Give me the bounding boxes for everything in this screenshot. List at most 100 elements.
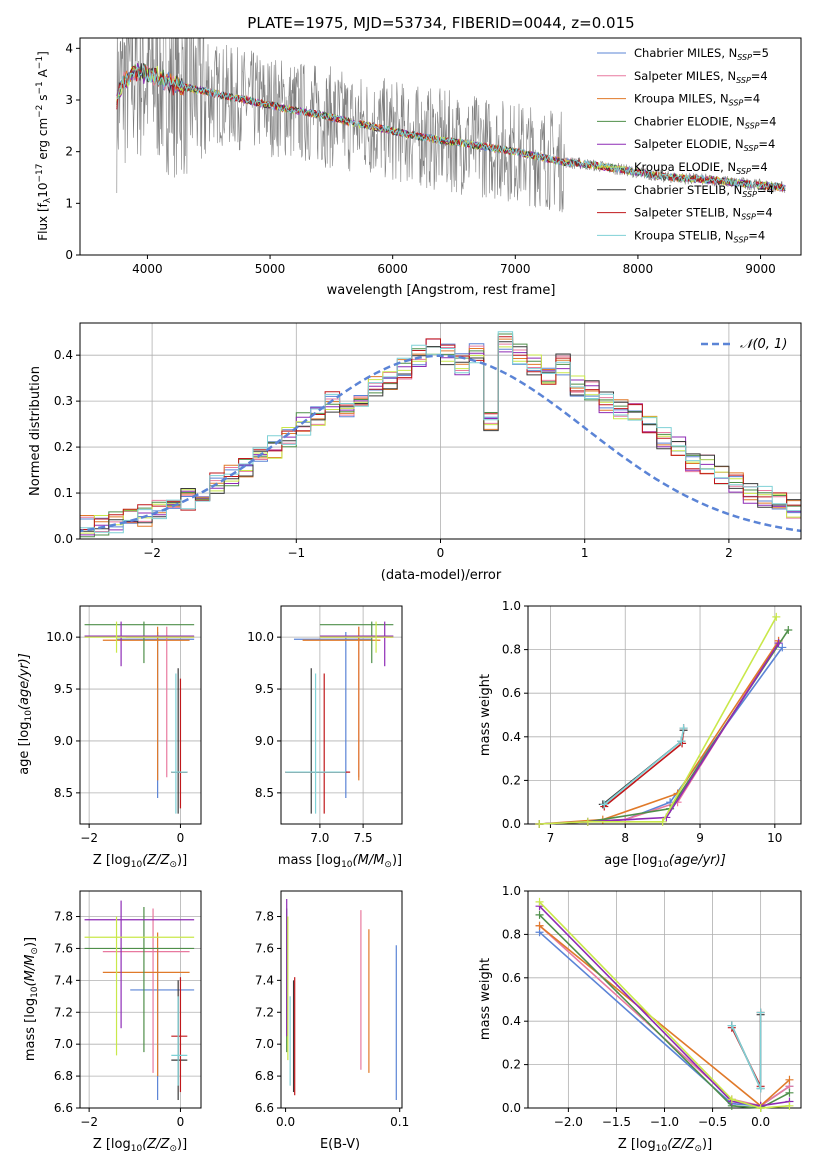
x-tick-label: 0.1 — [390, 1115, 409, 1129]
spectrum-frame — [79, 37, 802, 256]
y-tick-label: 0.3 — [54, 394, 73, 408]
marker-kroupa_elodie — [756, 1104, 765, 1112]
y-tick-label: 6.8 — [54, 1069, 73, 1083]
y-tick-label: 4 — [65, 41, 73, 55]
marker-kroupa_stelib — [727, 1021, 736, 1030]
age-vs-Z-xlabel: Z [log10(Z/Z⊙)] — [93, 853, 187, 870]
spectrum-legend: Chabrier MILES, NSSP=5 Salpeter MILES, NS… — [597, 46, 776, 244]
mass-vs-Z-ylabel: mass [log10(M/M⊙)] — [23, 937, 40, 1061]
mass-weight-line-salpeter_stelib — [731, 1012, 762, 1087]
y-tick-label: 9.0 — [255, 734, 274, 748]
model-spectrum-kroupa_stelib — [116, 65, 786, 191]
marker-kroupa_miles — [785, 1075, 794, 1084]
mass-weight-line-chabrier_stelib — [602, 730, 685, 806]
x-tick-label: −1.0 — [650, 1115, 679, 1129]
mass-vs-Z-panel: −2 0 6.6 6.8 7.0 7.2 7.4 7.6 7.8 — [54, 890, 202, 1129]
y-tick-label: 6.6 — [54, 1101, 73, 1115]
y-tick-label: 0.2 — [54, 440, 73, 454]
marker-kroupa_elodie — [583, 817, 592, 826]
marker-chabrier_miles — [778, 643, 787, 652]
y-tick-label: 6.6 — [255, 1101, 274, 1115]
legend-label-kroupa_miles: Kroupa MILES, NSSP=4 — [634, 92, 760, 108]
y-tick-label: 0.0 — [502, 817, 521, 831]
legend-label-salpeter_elodie: Salpeter ELODIE, NSSP=4 — [634, 137, 775, 153]
age-vs-mass-panel: 7.0 7.5 8.5 9.0 9.5 10.0 — [247, 605, 403, 845]
histogram-step-kroupa_miles — [80, 338, 801, 539]
y-tick-label: 0 — [65, 248, 73, 262]
histogram-step-salpeter_elodie — [80, 338, 801, 539]
x-tick-label: 1 — [581, 546, 589, 560]
y-tick-label: 7.6 — [54, 941, 73, 955]
x-tick-label: 2 — [725, 546, 733, 560]
mass-weight-line-kroupa_elodie — [539, 616, 777, 825]
marker-salpeter_elodie — [774, 639, 783, 648]
x-tick-label: 0.0 — [276, 1115, 295, 1129]
spectrum-panel: PLATE=1975, MJD=53734, FIBERID=0044, z=0… — [35, 14, 802, 298]
mass-weight-vs-Z-ylabel: mass weight — [478, 958, 493, 1040]
axes-frame — [79, 890, 202, 1109]
y-tick-label: 0.2 — [502, 773, 521, 787]
x-tick-label: 7000 — [500, 262, 531, 276]
legend-label-chabrier_miles: Chabrier MILES, NSSP=5 — [634, 46, 769, 62]
y-tick-label: 1 — [65, 196, 73, 210]
y-tick-label: 0.2 — [502, 1058, 521, 1072]
histogram-step-salpeter_miles — [80, 338, 801, 539]
mass-vs-ebv-panel: 0.0 0.1 6.6 6.8 7.0 7.2 7.4 7.6 7.8 — [255, 890, 409, 1129]
legend-label-salpeter_stelib: Salpeter STELIB, NSSP=4 — [634, 206, 773, 222]
y-tick-label: 0.4 — [54, 348, 73, 362]
x-tick-label: 7.5 — [354, 831, 373, 845]
x-tick-label: 0 — [177, 1115, 185, 1129]
gaussian-curve — [80, 354, 801, 533]
mass-weight-line-kroupa_miles — [539, 640, 780, 825]
marker-kroupa_elodie — [772, 612, 781, 621]
marker-kroupa_stelib — [756, 1008, 765, 1017]
spectrum-xlabel: wavelength [Angstrom, rest frame] — [327, 283, 556, 298]
histogram-legend-label: 𝒩(0, 1) — [740, 337, 787, 352]
histogram-legend: 𝒩(0, 1) — [701, 337, 787, 352]
y-tick-label: 0.8 — [502, 927, 521, 941]
mass-weight-vs-age-ylabel: mass weight — [478, 674, 493, 756]
model-spectrum-salpeter_stelib — [116, 65, 786, 192]
y-tick-label: 9.0 — [54, 734, 73, 748]
x-tick-label: 10 — [767, 831, 782, 845]
y-tick-label: 7.8 — [255, 910, 274, 924]
y-tick-label: 7.4 — [255, 973, 274, 987]
x-tick-label: −2 — [80, 831, 98, 845]
y-tick-label: 0.0 — [502, 1101, 521, 1115]
x-tick-label: −1.5 — [602, 1115, 631, 1129]
age-vs-Z-panel: −2 0 8.5 9.0 9.5 10.0 — [46, 605, 202, 845]
histogram-step-salpeter_stelib — [80, 336, 801, 539]
y-tick-label: 3 — [65, 93, 73, 107]
mass-weight-line-chabrier_elodie — [539, 629, 789, 825]
marker-kroupa_elodie — [727, 1095, 736, 1104]
mass-vs-Z-xlabel: Z [log10(Z/Z⊙)] — [93, 1137, 187, 1154]
x-tick-label: 6000 — [377, 262, 408, 276]
marker-kroupa_stelib — [679, 724, 688, 733]
legend-label-kroupa_stelib: Kroupa STELIB, NSSP=4 — [634, 228, 765, 244]
histogram-xlabel: (data-model)/error — [381, 568, 502, 583]
y-tick-label: 0.4 — [502, 1014, 521, 1028]
mass-weight-vs-Z-panel: −2.0 −1.5 −1.0 −0.5 0.0 0.0 0.2 0.4 0.6 0.8 1.0 — [502, 884, 802, 1129]
marker-kroupa_miles — [535, 921, 544, 930]
marker-chabrier_elodie — [535, 910, 544, 919]
mass-weight-vs-age-xlabel: age [log10(age/yr)] — [604, 853, 726, 870]
marker-kroupa_stelib — [756, 1084, 765, 1093]
histogram-plot-area — [80, 331, 801, 539]
y-tick-label: 0.4 — [502, 730, 521, 744]
marker-kroupa_stelib — [600, 800, 609, 809]
x-tick-label: 9 — [696, 831, 704, 845]
y-tick-label: 7.6 — [255, 941, 274, 955]
mass-weight-line-salpeter_miles — [539, 640, 780, 825]
mass-weight-vs-age-panel: 7 8 9 10 0.0 0.2 0.4 0.6 0.8 1.0 — [502, 599, 802, 845]
x-tick-label: 0 — [177, 831, 185, 845]
age-vs-Z-ylabel: age [log10(age/yr)] — [17, 653, 34, 775]
mass-weight-line-chabrier_elodie — [538, 914, 790, 1109]
marker-kroupa_elodie — [535, 897, 544, 906]
y-tick-label: 0.1 — [54, 486, 73, 500]
histogram-step-chabrier_miles — [80, 343, 801, 539]
x-tick-label: 7 — [547, 831, 555, 845]
marker-chabrier_elodie — [785, 1088, 794, 1097]
mass-weight-line-salpeter_miles — [538, 925, 790, 1107]
x-tick-label: 8 — [621, 831, 629, 845]
